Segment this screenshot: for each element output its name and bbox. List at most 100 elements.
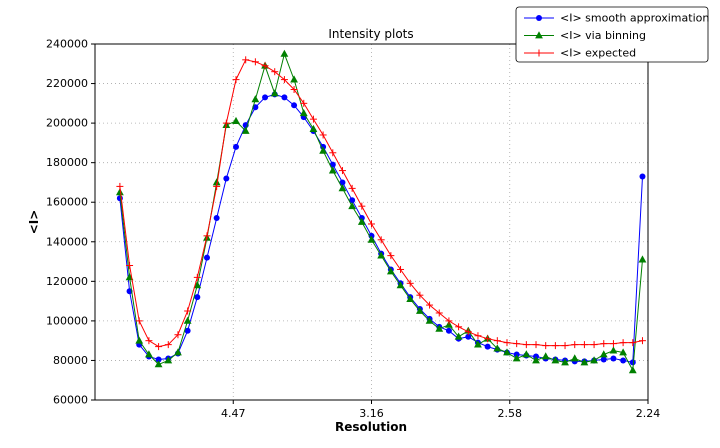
series-via-binning (115, 49, 647, 374)
legend-box (515, 6, 709, 63)
series-smooth-approximation (116, 91, 646, 366)
series-expected (116, 56, 646, 351)
circle-marker (629, 359, 636, 366)
y-tick-label: 80000 (53, 354, 88, 367)
triangle-marker (357, 217, 366, 225)
circle-marker (600, 356, 607, 363)
y-axis-label: <I> (27, 210, 41, 235)
y-tick-label: 240000 (46, 38, 88, 51)
triangle-marker (590, 356, 598, 364)
y-tick-label: 60000 (53, 394, 88, 407)
circle-marker (445, 327, 452, 334)
triangle-marker (135, 336, 144, 344)
x-tick-label: 2.58 (498, 407, 523, 420)
triangle-marker (212, 178, 221, 186)
triangle-marker (599, 350, 608, 358)
triangle-marker (541, 352, 550, 360)
triangle-marker (348, 201, 357, 210)
circle-marker (155, 356, 162, 363)
chart-title: Intensity plots (328, 27, 413, 41)
axis-ticks: 60000 80000 100000 120000 140000 160000 180000… (46, 38, 660, 421)
legend-entry-expected: <I> expected (524, 47, 636, 60)
circle-marker (213, 215, 220, 222)
triangle-marker (609, 346, 618, 354)
triangle-marker (154, 360, 163, 368)
circle-marker (465, 333, 472, 340)
triangle-marker (386, 267, 395, 275)
circle-marker (639, 173, 646, 180)
circle-marker (610, 355, 617, 362)
circle-marker (281, 94, 288, 101)
circle-marker (262, 94, 269, 101)
triangle-marker (183, 316, 192, 324)
triangle-marker (570, 354, 579, 362)
circle-marker (203, 254, 210, 261)
triangle-marker (280, 49, 289, 57)
y-tick-label: 180000 (46, 156, 88, 169)
y-tick-label: 220000 (46, 77, 88, 90)
triangle-marker (328, 166, 337, 174)
triangle-marker (561, 358, 569, 366)
circle-marker (233, 143, 240, 150)
triangle-marker (367, 235, 376, 243)
series-line-expected (119, 59, 643, 348)
y-tick-label: 160000 (46, 196, 88, 209)
legend-entry-smooth-approximation: <I> smooth approximation (524, 12, 709, 25)
triangle-marker (551, 356, 560, 364)
circle-marker (620, 357, 627, 364)
circle-marker (329, 161, 336, 168)
triangle-marker (532, 356, 540, 364)
legend-label: <I> expected (560, 47, 636, 60)
triangle-marker (174, 348, 182, 356)
triangle-marker (290, 75, 298, 83)
triangle-marker (319, 146, 328, 154)
triangle-marker (299, 109, 308, 117)
x-axis-label: Resolution (335, 420, 407, 434)
triangle-marker (251, 95, 260, 103)
triangle-marker (628, 366, 637, 374)
triangle-marker (619, 348, 628, 356)
y-tick-label: 200000 (46, 117, 88, 130)
triangle-marker (270, 89, 279, 97)
x-tick-label: 4.47 (221, 407, 246, 420)
triangle-marker (474, 340, 482, 348)
x-tick-label: 3.16 (359, 407, 384, 420)
circle-marker (339, 179, 346, 186)
circle-marker (184, 327, 191, 334)
triangle-marker (232, 116, 240, 125)
triangle-marker (503, 348, 511, 356)
triangle-marker (164, 356, 173, 364)
triangle-marker (406, 294, 415, 303)
y-tick-label: 120000 (46, 275, 88, 288)
triangle-marker (415, 306, 424, 314)
legend-label: <I> via binning (560, 29, 646, 42)
triangle-marker (338, 184, 347, 192)
triangle-marker (145, 350, 153, 358)
series-line-smooth-approximation (119, 93, 643, 364)
circle-marker (194, 294, 201, 301)
y-tick-label: 140000 (46, 235, 88, 248)
triangle-marker (580, 358, 589, 366)
triangle-marker (241, 126, 250, 134)
data-series (115, 49, 647, 374)
triangle-marker (493, 344, 502, 352)
legend-label: <I> smooth approximation (560, 12, 709, 25)
x-tick-label: 2.24 (636, 407, 661, 420)
circle-marker (484, 343, 491, 350)
triangle-marker (512, 354, 521, 362)
circle-marker (349, 197, 356, 204)
triangle-marker (535, 31, 543, 39)
circle-marker (291, 102, 298, 109)
legend: <I> smooth approximation <I> via binning <… (515, 6, 709, 63)
circle-marker (536, 15, 542, 21)
triangle-marker (377, 251, 386, 259)
series-line-via-binning (119, 52, 643, 372)
triangle-marker (193, 281, 202, 289)
triangle-marker (115, 188, 124, 196)
triangle-marker (309, 124, 318, 132)
legend-entry-via-binning: <I> via binning (524, 29, 646, 42)
triangle-marker (435, 324, 444, 332)
triangle-marker (425, 316, 434, 324)
